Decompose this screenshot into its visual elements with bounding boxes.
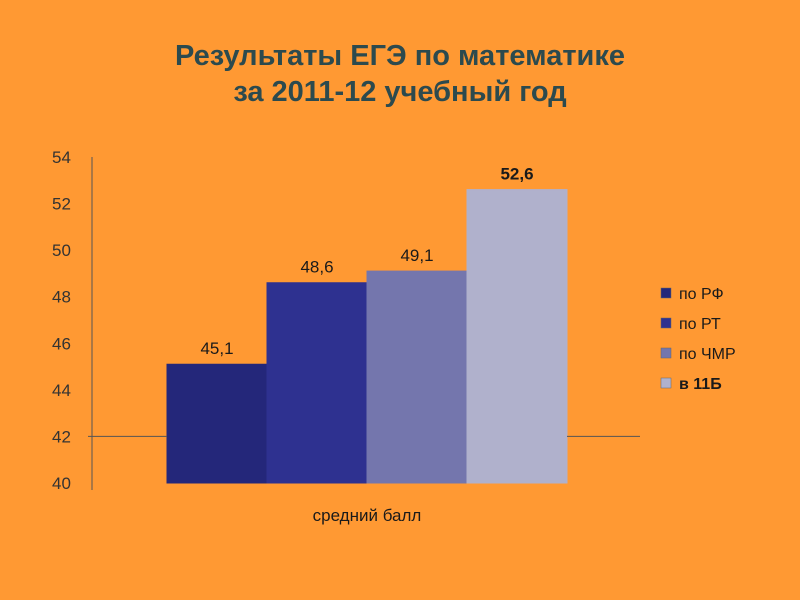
y-tick-label: 52 [52, 195, 71, 214]
y-tick-label: 40 [52, 474, 71, 493]
y-tick-label: 54 [52, 148, 71, 167]
legend-swatch [660, 287, 672, 299]
data-label: 49,1 [400, 246, 433, 265]
bar [166, 363, 268, 484]
legend-label: по ЧМР [679, 346, 736, 363]
bar [266, 282, 368, 484]
bar [366, 270, 468, 484]
legend-label: по РТ [679, 316, 721, 333]
legend-swatch [660, 317, 672, 329]
y-tick-label: 44 [52, 381, 71, 400]
chart-title: Результаты ЕГЭ по математике за 2011-12 … [0, 38, 800, 110]
y-tick-label: 48 [52, 288, 71, 307]
x-category-label: средний балл [313, 506, 422, 525]
legend-label: по РФ [679, 286, 724, 303]
data-label: 48,6 [300, 258, 333, 277]
legend-swatch [660, 347, 672, 359]
y-tick-label: 46 [52, 334, 71, 353]
data-label: 45,1 [200, 339, 233, 358]
title-line-1: Результаты ЕГЭ по математике [174, 40, 626, 72]
data-label: 52,6 [500, 165, 533, 184]
title-line-2: за 2011-12 учебный год [233, 76, 567, 108]
legend-label: в 11Б [679, 376, 722, 393]
bar [466, 189, 568, 484]
y-tick-label: 42 [52, 427, 71, 446]
legend-swatch [660, 377, 672, 389]
y-tick-label: 50 [52, 241, 71, 260]
